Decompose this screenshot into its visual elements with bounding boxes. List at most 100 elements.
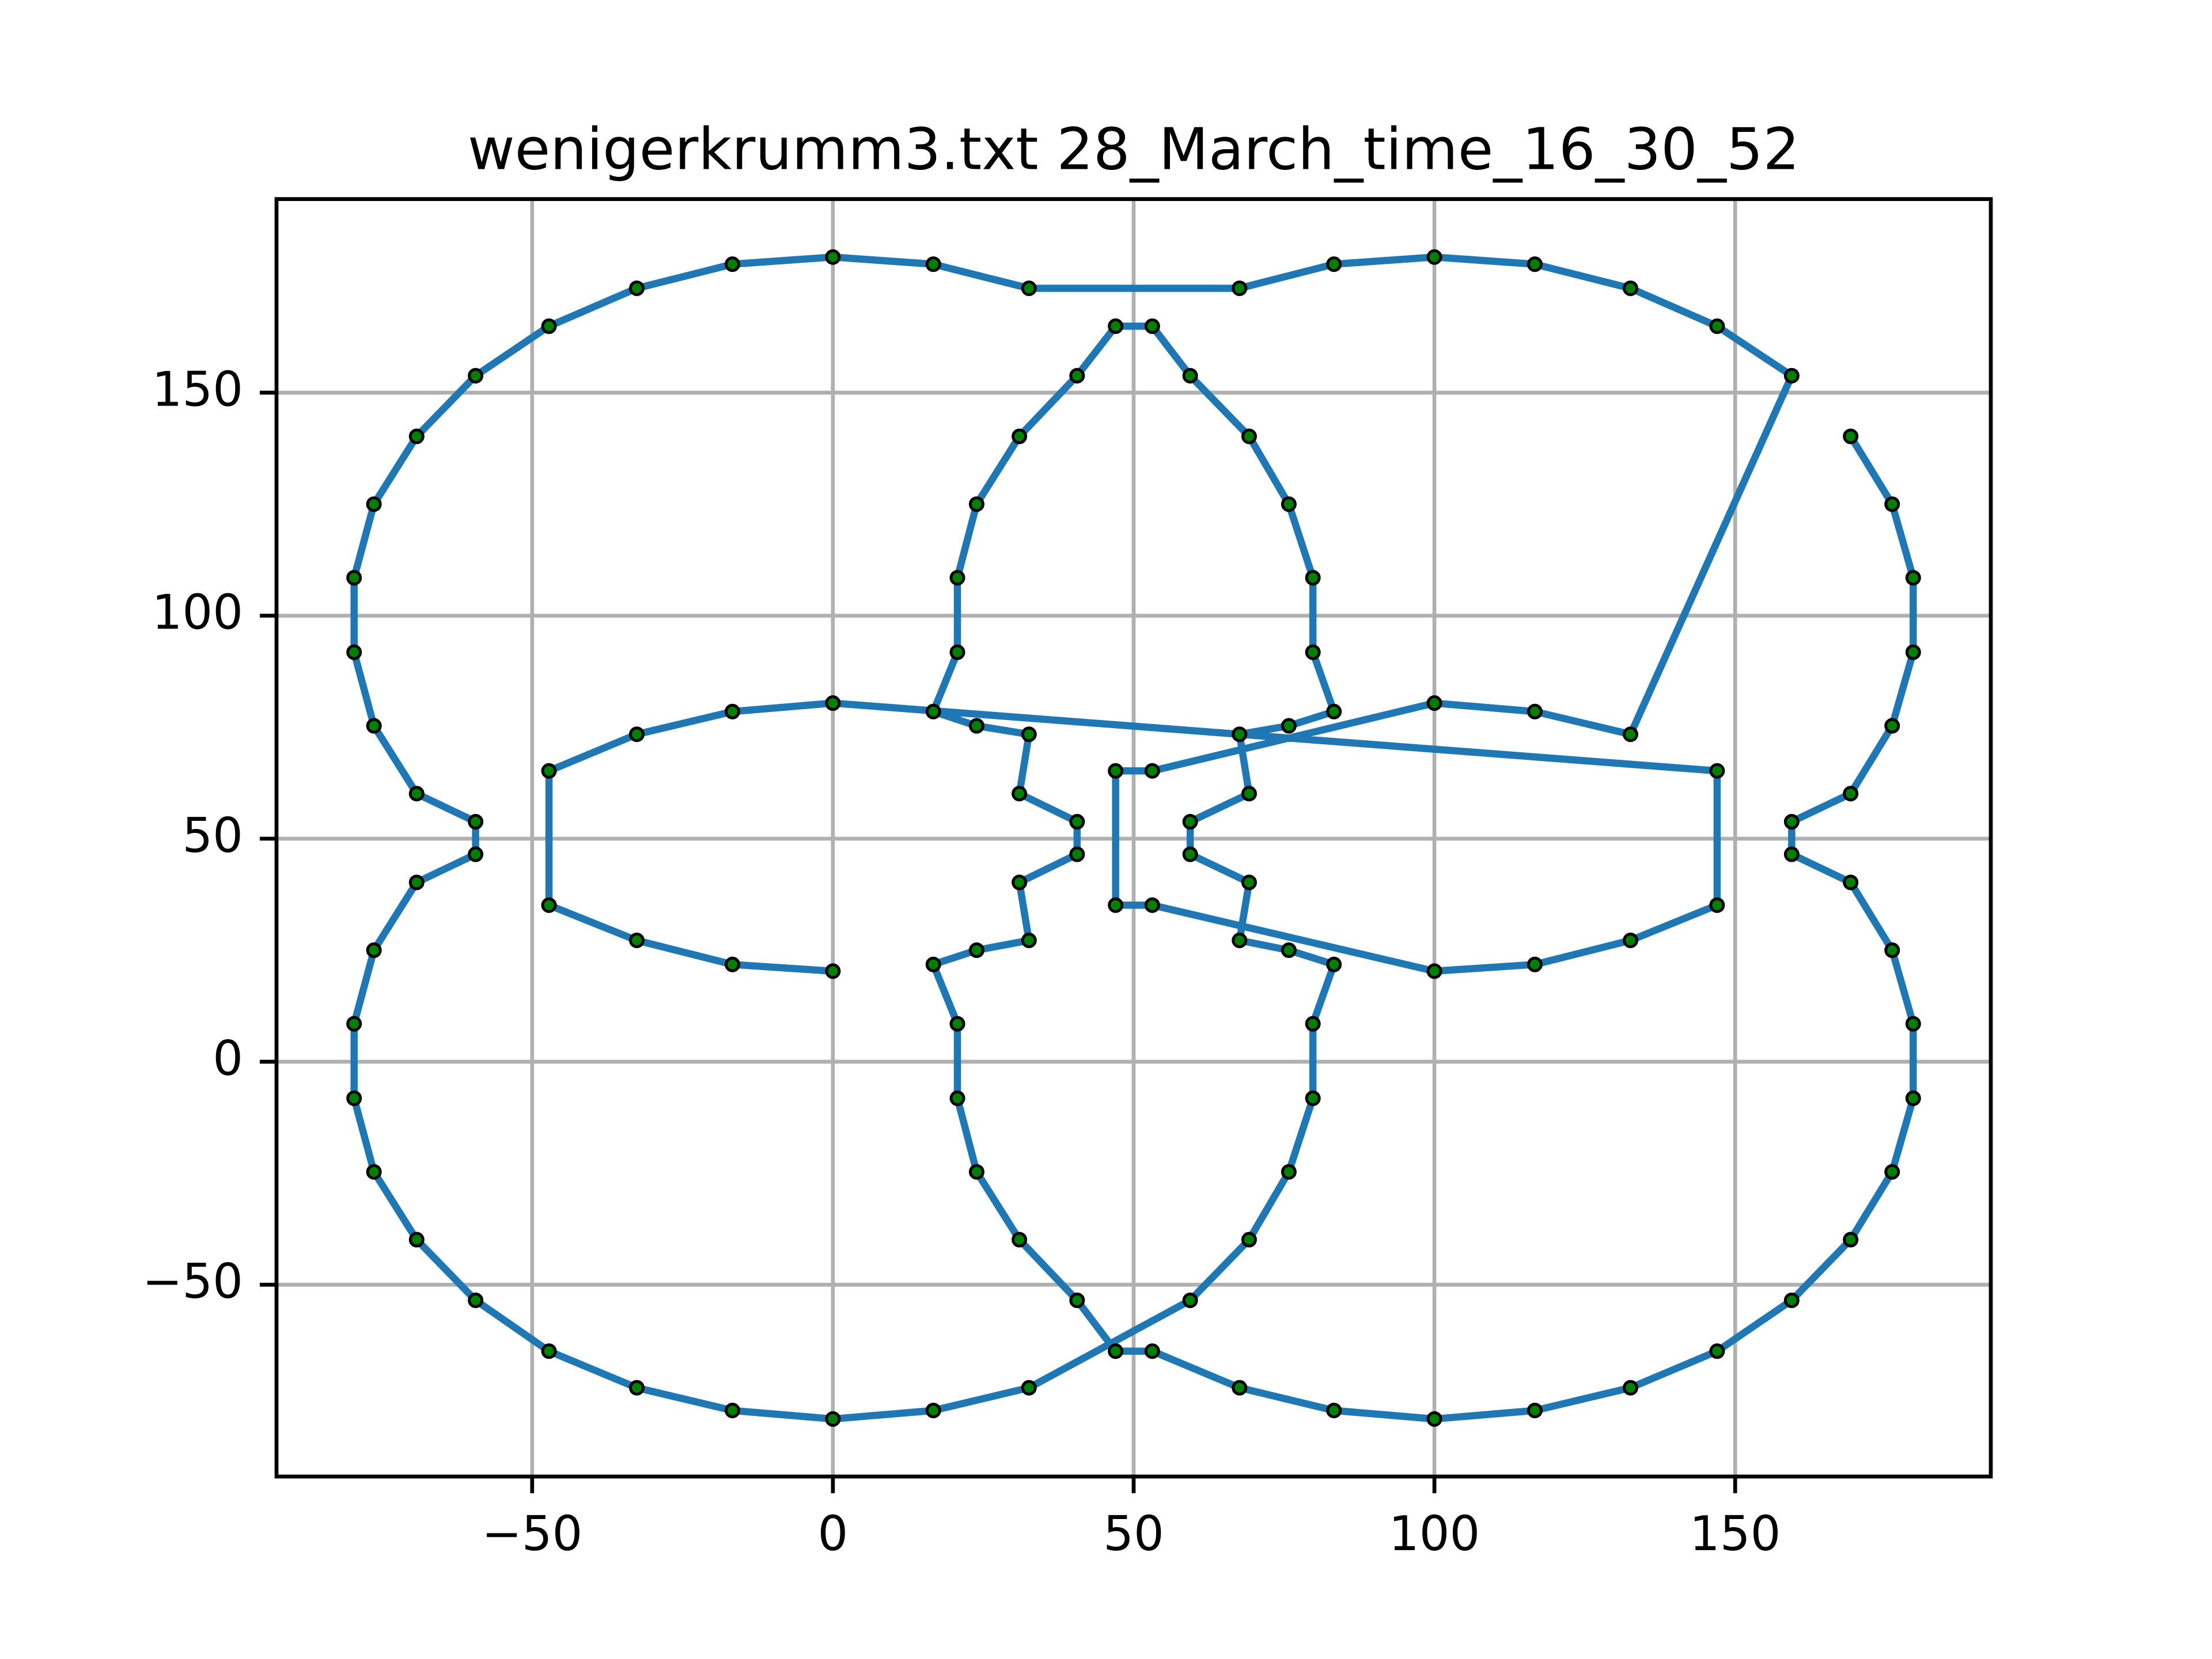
- data-point: [725, 256, 741, 272]
- data-point: [468, 1292, 484, 1308]
- data-point: [1069, 846, 1085, 862]
- data-line: [350, 253, 1917, 1423]
- data-point: [628, 932, 645, 948]
- data-point: [1527, 1403, 1543, 1419]
- data-point: [1905, 570, 1921, 586]
- plot-frame: [274, 197, 1993, 1479]
- data-point: [968, 496, 984, 512]
- data-point: [1527, 256, 1543, 272]
- data-point: [408, 1232, 425, 1248]
- data-point: [1021, 280, 1037, 296]
- data-point: [925, 956, 941, 972]
- data-point: [1241, 429, 1257, 445]
- data-point: [628, 726, 645, 743]
- y-tick-label: 50: [182, 808, 243, 863]
- data-point: [366, 1164, 382, 1180]
- data-point: [1182, 368, 1198, 384]
- data-point: [541, 1343, 557, 1359]
- data-point: [1012, 874, 1028, 891]
- data-point: [1326, 956, 1342, 972]
- data-point: [1305, 1016, 1321, 1032]
- data-point: [1843, 874, 1859, 891]
- data-point: [1326, 703, 1342, 719]
- data-point: [628, 1380, 645, 1396]
- data-point: [725, 1403, 741, 1419]
- data-point: [1527, 956, 1543, 972]
- data-point: [949, 1090, 965, 1107]
- data-point: [1783, 1292, 1800, 1308]
- data-point: [1884, 496, 1900, 512]
- data-point: [1108, 318, 1124, 334]
- data-point: [346, 1090, 362, 1107]
- data-point: [1426, 1411, 1442, 1427]
- data-point: [1021, 726, 1037, 743]
- y-tick-label: −50: [142, 1253, 243, 1309]
- y-tick-label: 150: [152, 362, 243, 418]
- data-point: [1426, 963, 1442, 979]
- data-point: [346, 644, 362, 660]
- data-point: [1884, 1164, 1900, 1180]
- data-point: [541, 897, 557, 913]
- data-point: [1305, 1090, 1321, 1107]
- data-point: [1144, 1343, 1160, 1359]
- data-point: [408, 786, 425, 802]
- data-point: [346, 570, 362, 586]
- data-point: [1241, 874, 1257, 891]
- data-point: [1905, 1016, 1921, 1032]
- data-point: [1144, 318, 1160, 334]
- data-point: [1709, 897, 1725, 913]
- data-point: [1021, 1380, 1037, 1396]
- data-point: [825, 695, 841, 711]
- data-point: [925, 703, 941, 719]
- data-point: [366, 496, 382, 512]
- data-point: [366, 942, 382, 959]
- data-point: [1326, 1403, 1342, 1419]
- data-point: [1709, 1343, 1725, 1359]
- data-point: [1843, 786, 1859, 802]
- data-point: [1281, 1164, 1297, 1180]
- data-point: [628, 280, 645, 296]
- data-point: [408, 429, 425, 445]
- data-point: [1182, 814, 1198, 830]
- data-point: [1108, 897, 1124, 913]
- x-tick-label: 50: [1103, 1506, 1164, 1562]
- data-point: [1623, 726, 1639, 743]
- data-point: [825, 249, 841, 265]
- data-point: [1241, 1232, 1257, 1248]
- data-point: [1884, 718, 1900, 734]
- data-point: [1527, 703, 1543, 719]
- data-point: [1783, 814, 1800, 830]
- data-point: [541, 763, 557, 779]
- data-point: [1783, 368, 1800, 384]
- data-point: [925, 256, 941, 272]
- data-point: [949, 570, 965, 586]
- data-point: [968, 1164, 984, 1180]
- data-point: [825, 1411, 841, 1427]
- data-point: [1905, 1090, 1921, 1107]
- data-point: [1021, 932, 1037, 948]
- y-tick-label: 0: [213, 1031, 243, 1086]
- x-tick-label: −50: [482, 1506, 582, 1562]
- x-tick-label: 100: [1389, 1506, 1480, 1562]
- data-point: [825, 963, 841, 979]
- data-point: [1012, 786, 1028, 802]
- x-tick-label: 0: [817, 1506, 848, 1562]
- data-point: [1281, 496, 1297, 512]
- data-point: [1241, 786, 1257, 802]
- data-point: [1783, 846, 1800, 862]
- data-point: [725, 956, 741, 972]
- data-point: [1232, 280, 1248, 296]
- data-point: [1623, 1380, 1639, 1396]
- data-point: [1232, 932, 1248, 948]
- data-point: [1108, 763, 1124, 779]
- data-point: [408, 874, 425, 891]
- data-point: [1709, 318, 1725, 334]
- data-point: [1426, 695, 1442, 711]
- data-point: [1012, 1232, 1028, 1248]
- data-point: [1069, 1292, 1085, 1308]
- data-point: [1232, 1380, 1248, 1396]
- x-tick-label: 150: [1690, 1506, 1781, 1562]
- data-point: [1305, 570, 1321, 586]
